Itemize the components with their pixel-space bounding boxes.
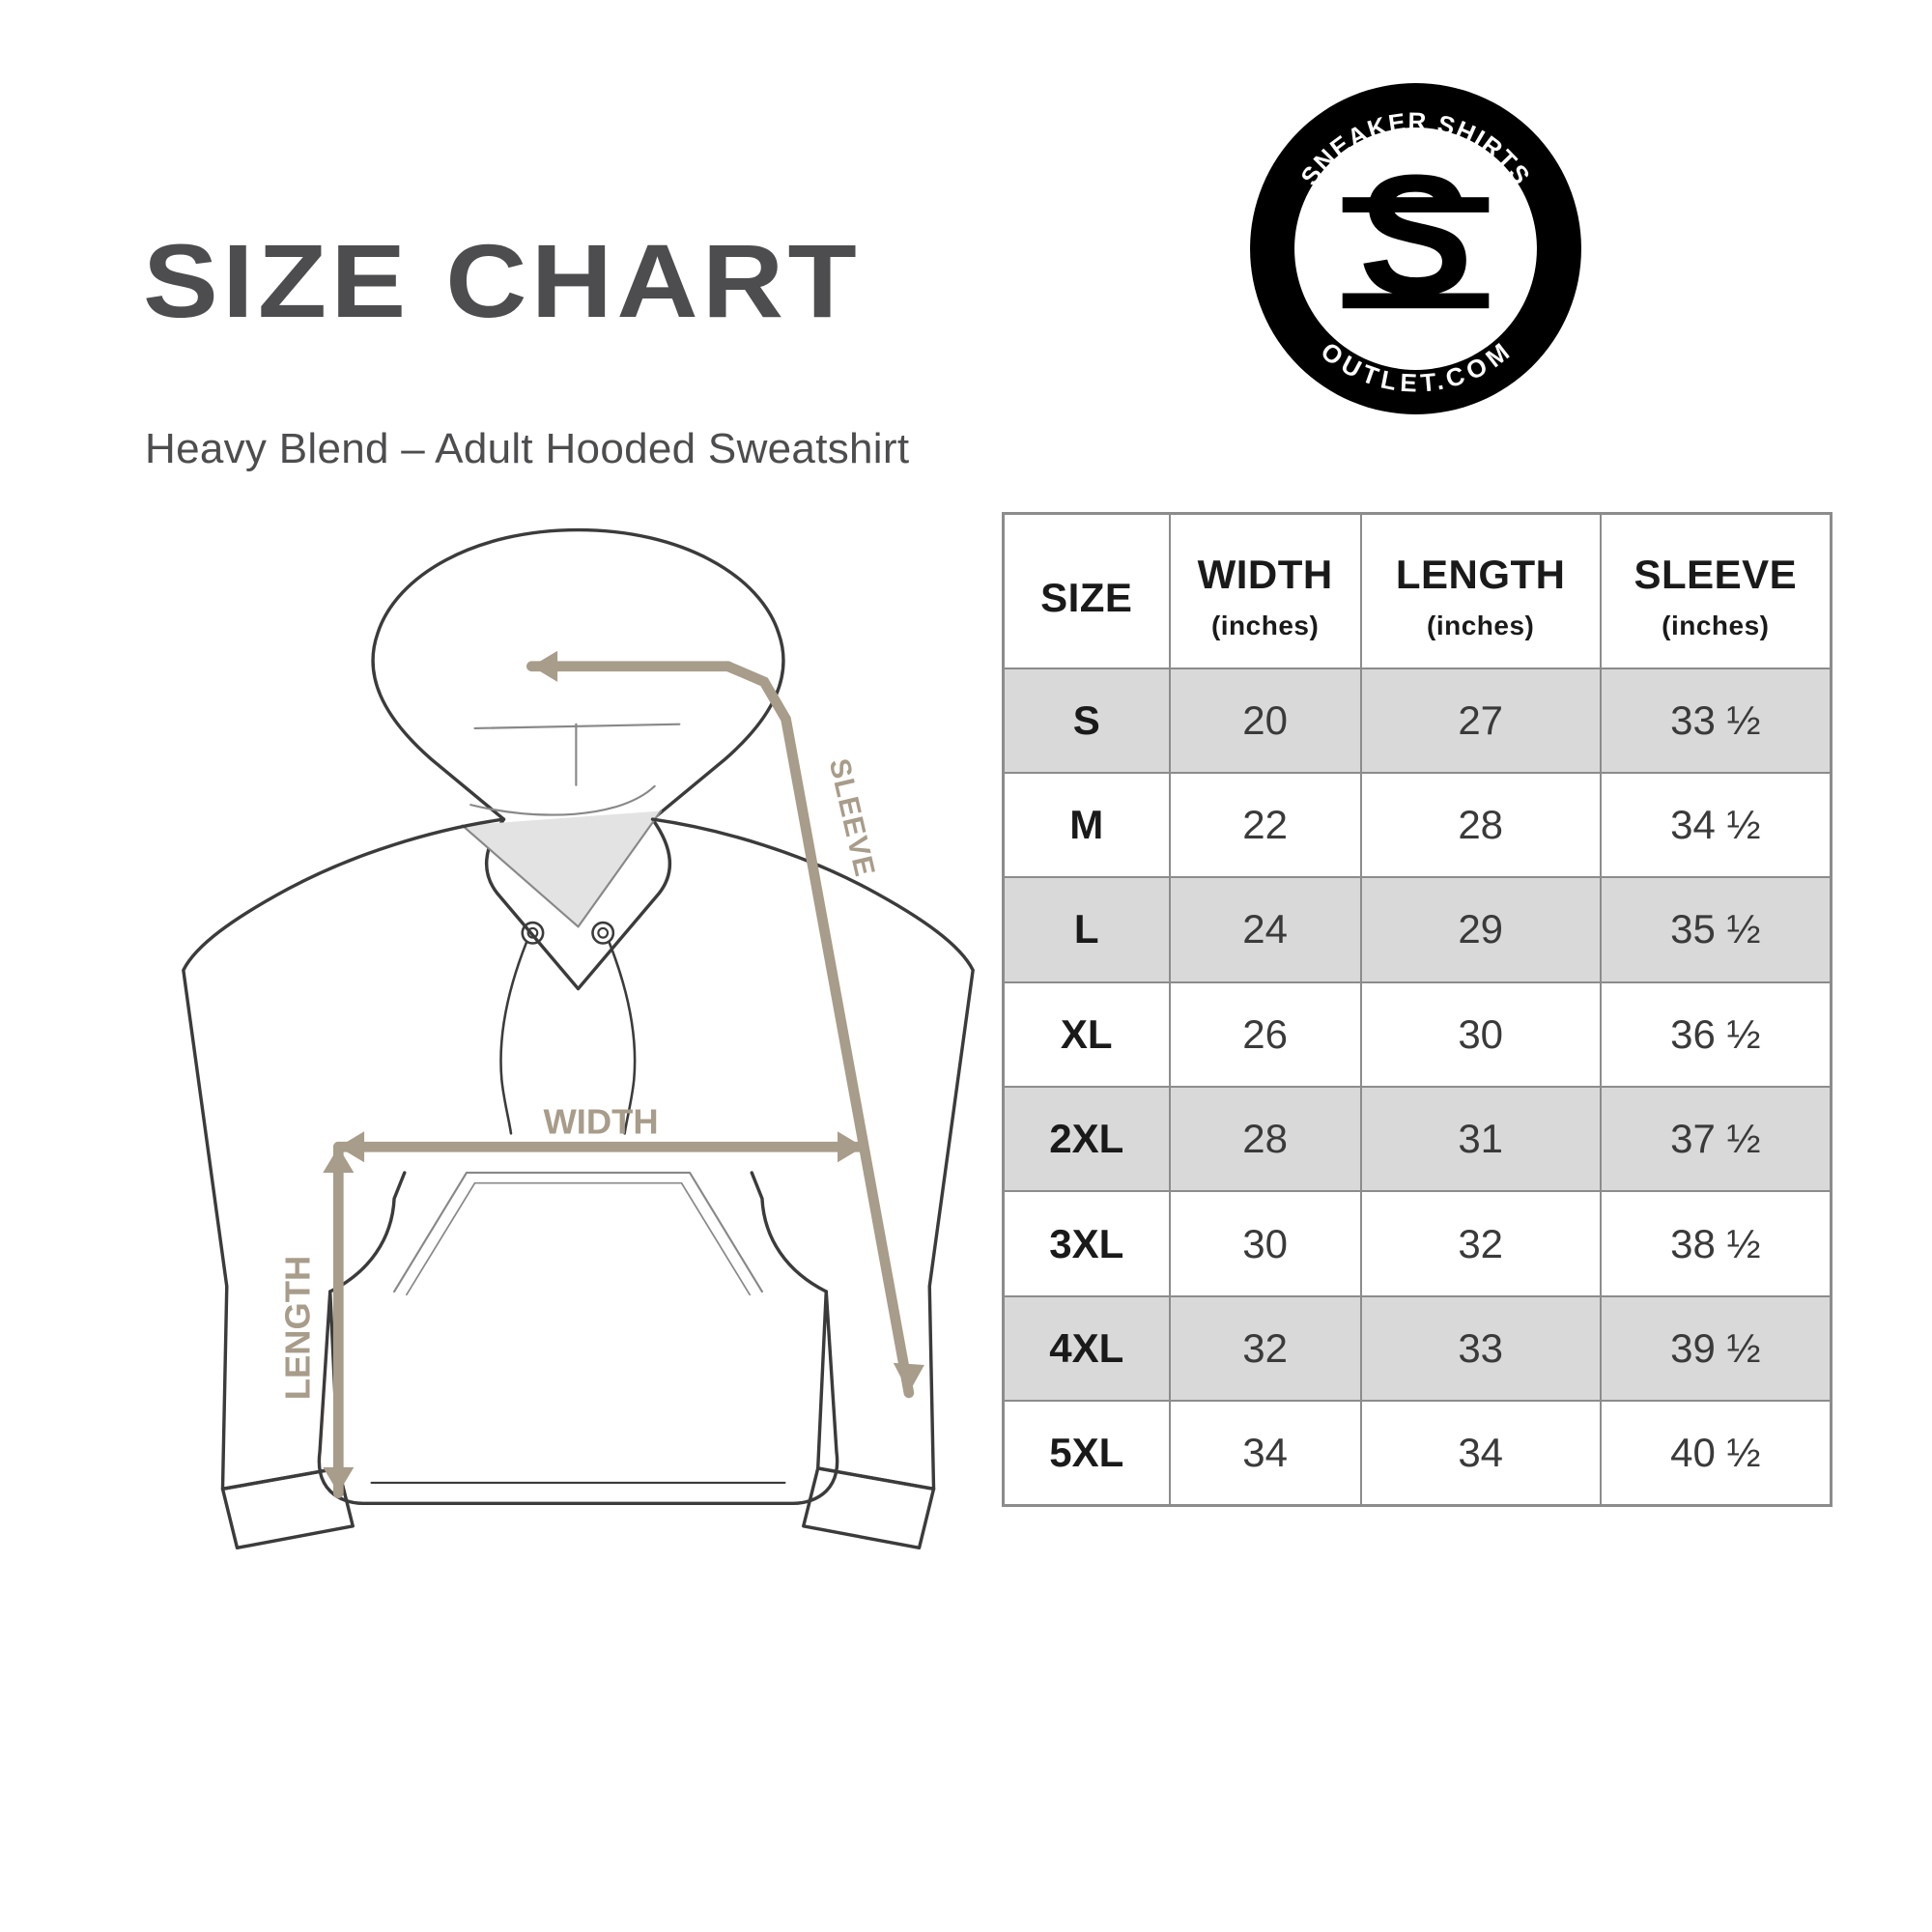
svg-text:WIDTH: WIDTH <box>543 1101 658 1141</box>
svg-text:SLEEVE: SLEEVE <box>823 755 881 880</box>
svg-text:LENGTH: LENGTH <box>277 1256 317 1400</box>
